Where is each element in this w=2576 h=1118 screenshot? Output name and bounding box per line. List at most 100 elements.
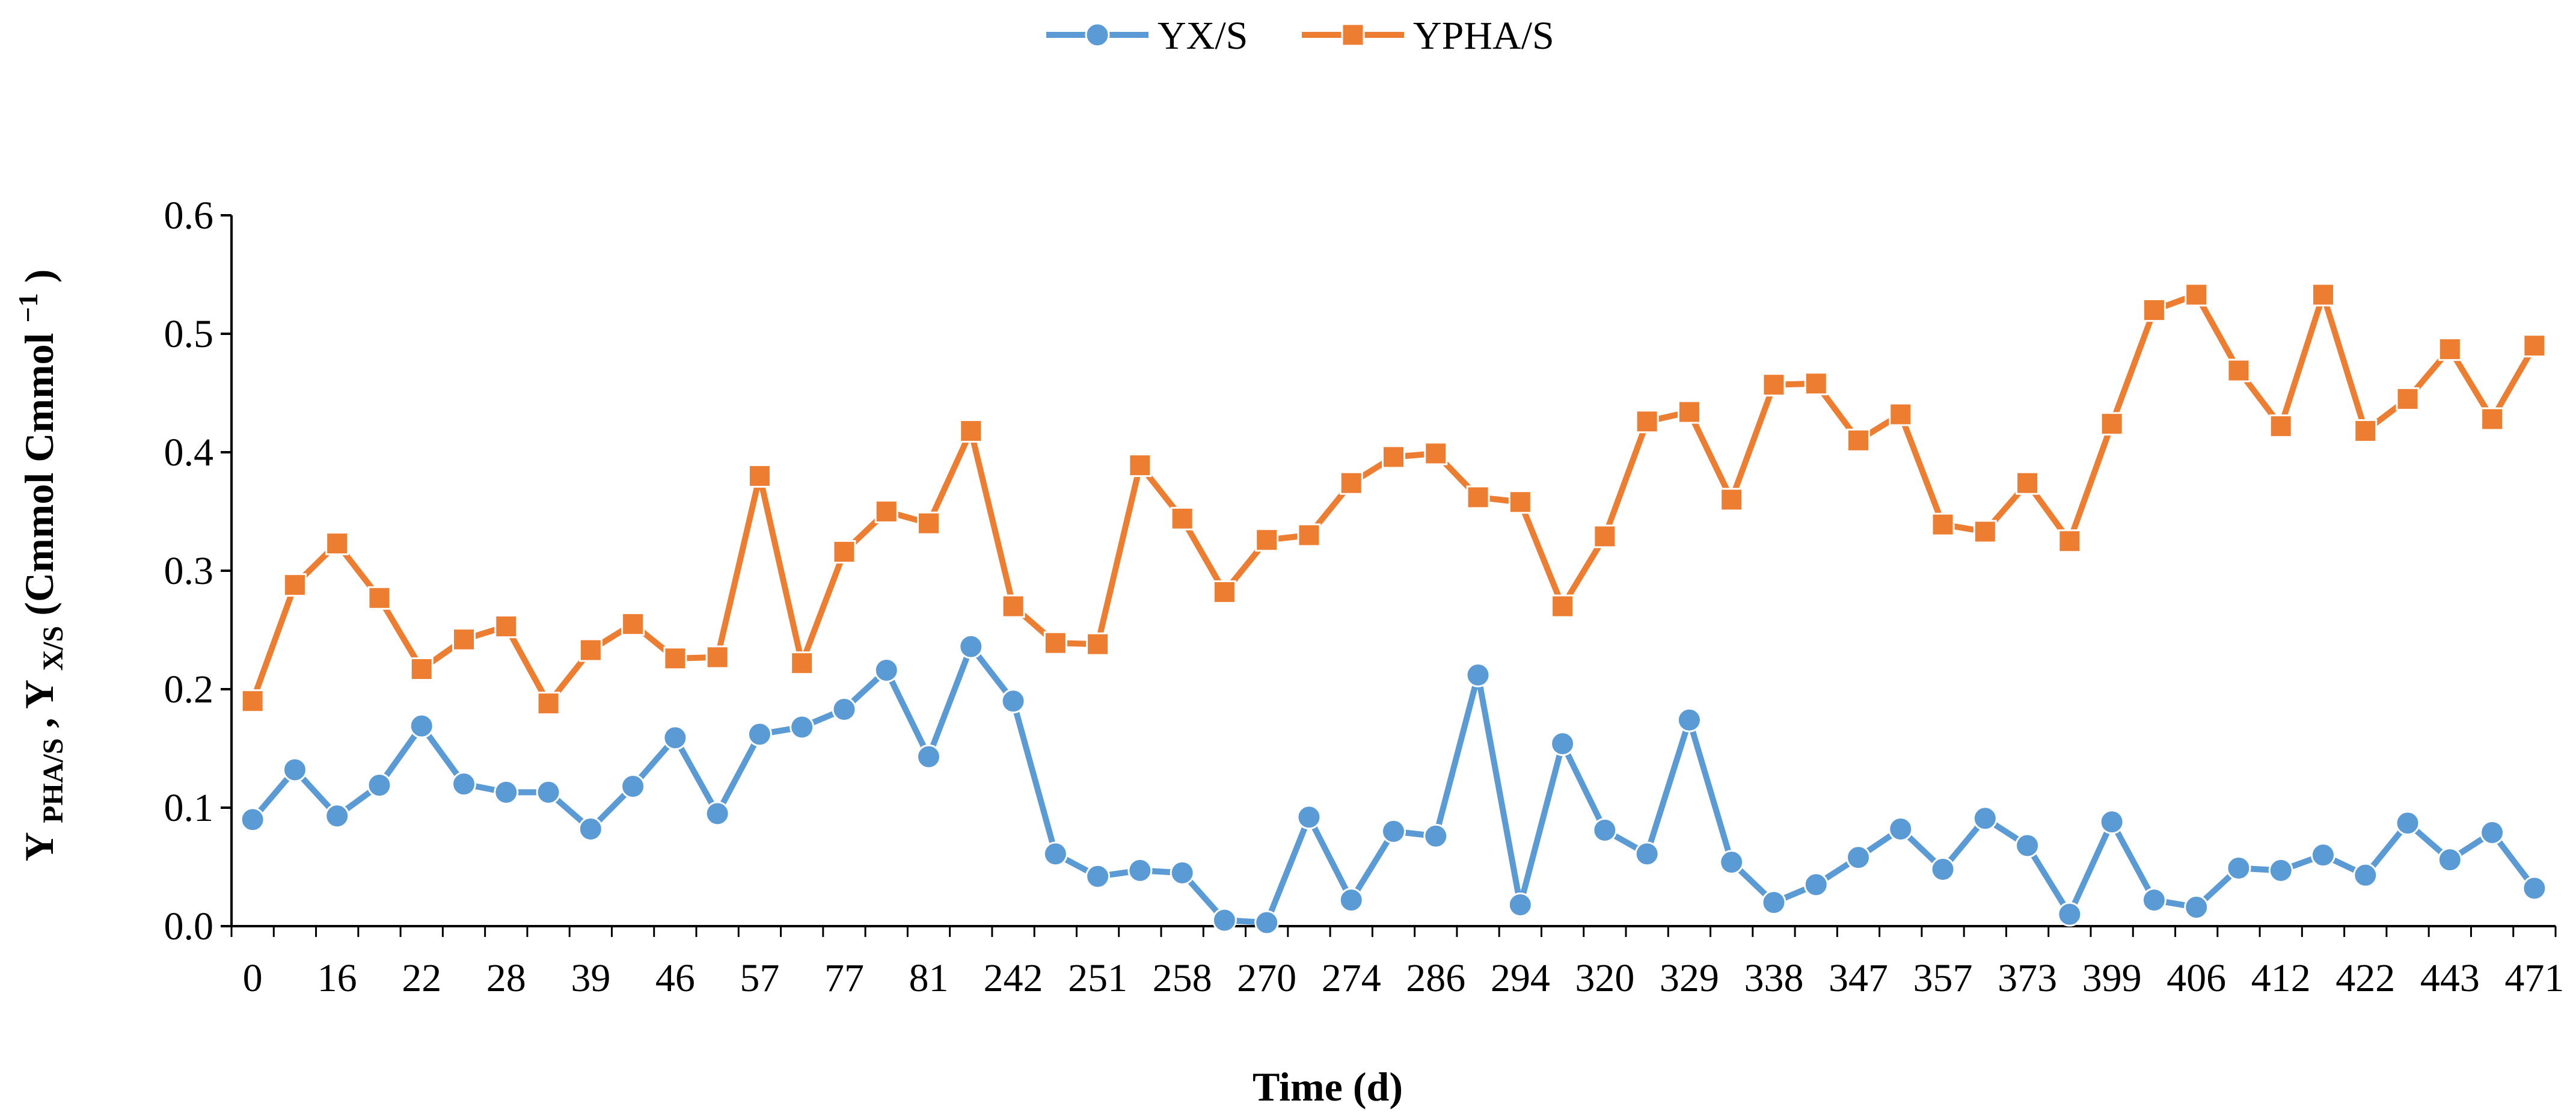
data-point-yphas: [1931, 512, 1955, 536]
x-tick-label: 329: [1660, 956, 1719, 1000]
data-point-yxs: [578, 816, 603, 841]
x-tick-label: 294: [1491, 956, 1550, 1000]
series-layer: [240, 283, 2547, 935]
y-axis-title-sep: ,: [16, 709, 62, 728]
data-point-yxs: [2480, 820, 2505, 845]
data-point-yphas: [367, 586, 391, 610]
x-tick-label: 22: [402, 956, 441, 1000]
data-point-yxs: [2268, 858, 2293, 883]
data-point-yphas: [1297, 523, 1321, 547]
data-point-yxs: [2057, 901, 2082, 927]
data-point-yphas: [2354, 419, 2378, 443]
x-tick-label: 471: [2504, 956, 2564, 1000]
data-point-yxs: [494, 779, 519, 805]
y-axis-title: Y PHA/S , Y X/S (Cmmol Cmmol −1 ): [1, 269, 72, 862]
y-tick-label: 0.2: [164, 668, 214, 711]
data-point-yphas: [1170, 506, 1194, 530]
data-point-yphas: [2396, 387, 2420, 411]
data-point-yxs: [536, 779, 561, 805]
x-tick-label: 338: [1744, 956, 1803, 1000]
x-tick-label: 274: [1322, 956, 1381, 1000]
data-point-yphas: [1551, 594, 1575, 618]
data-point-yxs: [452, 772, 476, 797]
data-point-yphas: [747, 464, 771, 488]
x-tick-label: 81: [909, 956, 949, 1000]
data-point-yphas: [1043, 631, 1067, 655]
y-tick-label: 0.5: [164, 312, 214, 356]
data-point-yphas: [1635, 410, 1659, 434]
data-point-yphas: [2058, 529, 2082, 553]
data-point-yxs: [1170, 860, 1195, 885]
data-point-yphas: [2100, 412, 2124, 436]
x-tick-label: 251: [1068, 956, 1127, 1000]
data-point-yxs: [2015, 833, 2040, 858]
data-point-yxs: [325, 803, 350, 829]
data-point-yxs: [663, 725, 688, 751]
data-point-yxs: [1719, 850, 1744, 875]
data-point-yxs: [1339, 888, 1364, 913]
data-point-yxs: [1846, 845, 1871, 870]
y-tick-label: 0.6: [164, 194, 214, 238]
y-axis-title-y2-sub: X/S: [37, 626, 69, 671]
data-point-yxs: [367, 773, 392, 798]
data-point-yphas: [2480, 407, 2504, 431]
data-point-yxs: [1550, 731, 1575, 757]
data-point-yxs: [1085, 864, 1111, 889]
data-point-yxs: [790, 714, 815, 740]
data-point-yphas: [917, 511, 940, 535]
x-tick-label: 0: [243, 956, 263, 1000]
data-point-yphas: [452, 627, 476, 651]
x-tick-label: 399: [2082, 956, 2142, 1000]
x-tick-label: 258: [1153, 956, 1212, 1000]
legend-marker-yxs: [1085, 22, 1110, 48]
data-point-yxs: [958, 634, 984, 659]
data-point-yxs: [2395, 811, 2420, 836]
data-point-yphas: [2227, 358, 2251, 382]
data-point-yxs: [705, 801, 730, 826]
data-point-yphas: [1762, 373, 1786, 397]
data-point-yxs: [1888, 816, 1913, 841]
data-point-yphas: [409, 657, 434, 681]
x-tick-label: 406: [2167, 956, 2226, 1000]
data-point-yphas: [1889, 402, 1913, 426]
data-point-yxs: [1465, 662, 1491, 687]
y-axis-title-unit-close: ): [16, 269, 62, 283]
data-point-yxs: [1930, 856, 1955, 882]
axes: [221, 214, 2557, 937]
data-point-yphas: [325, 532, 349, 556]
data-point-yphas: [2269, 414, 2293, 438]
data-point-yphas: [283, 573, 307, 597]
data-point-yxs: [2226, 855, 2251, 880]
data-point-yxs: [1043, 841, 1068, 867]
data-point-yxs: [621, 774, 646, 799]
data-point-yxs: [1592, 817, 1618, 843]
data-point-yphas: [1339, 471, 1363, 495]
data-point-yphas: [1593, 524, 1617, 548]
data-point-yxs: [1803, 872, 1829, 897]
data-point-yxs: [2353, 862, 2378, 888]
data-point-yphas: [1804, 372, 1828, 396]
x-tick-label: 443: [2420, 956, 2480, 1000]
data-point-yphas: [832, 539, 856, 564]
data-point-yxs: [1381, 819, 1406, 844]
legend-label-yphas: YPHA/S: [1413, 14, 1554, 58]
data-point-yxs: [1676, 707, 1702, 733]
x-tick-label: 286: [1406, 956, 1465, 1000]
data-point-yxs: [2184, 894, 2209, 920]
data-point-yxs: [1212, 908, 1237, 933]
data-point-yphas: [1973, 520, 1997, 544]
data-point-yphas: [1720, 488, 1744, 512]
data-point-yphas: [1255, 528, 1279, 552]
data-point-yxs: [1634, 841, 1660, 867]
x-tick-label: 412: [2251, 956, 2311, 1000]
x-tick-label: 270: [1237, 956, 1296, 1000]
data-point-yxs: [2141, 888, 2167, 913]
data-point-yxs: [409, 713, 434, 739]
data-point-yphas: [790, 651, 814, 675]
x-tick-label: 57: [740, 956, 779, 1000]
x-axis-title: Time (d): [1253, 1064, 1403, 1110]
data-point-yphas: [494, 615, 518, 639]
data-point-yphas: [2522, 334, 2547, 358]
data-point-yphas: [1466, 485, 1490, 509]
